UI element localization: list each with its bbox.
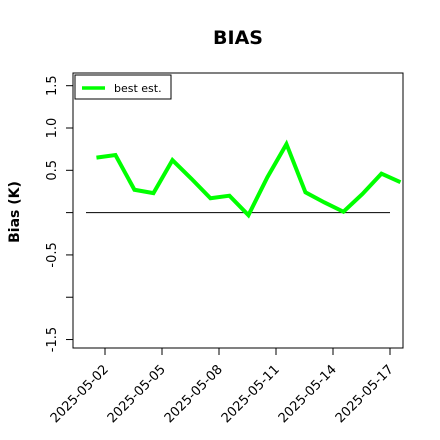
legend-label-best-est: best est. bbox=[114, 82, 162, 95]
y-tick-label: -1.5 bbox=[45, 327, 60, 352]
y-tick-label: 1.0 bbox=[45, 118, 60, 139]
y-tick-label: 0.5 bbox=[45, 160, 60, 181]
x-tick-label: 2025-05-17 bbox=[333, 362, 397, 426]
y-tick-label: -0.5 bbox=[45, 242, 60, 267]
chart-title: BIAS bbox=[213, 27, 263, 49]
x-tick-label: 2025-05-14 bbox=[276, 362, 340, 426]
y-tick-label: 1.5 bbox=[45, 75, 60, 96]
series-layer bbox=[96, 139, 402, 219]
x-axis: 2025-05-022025-05-052025-05-082025-05-11… bbox=[48, 348, 397, 426]
y-axis: -1.5 -0.5 0.5 1.0 1.5 bbox=[45, 75, 73, 352]
x-tick-label: 2025-05-11 bbox=[219, 362, 283, 426]
x-tick-label: 2025-05-08 bbox=[162, 362, 226, 426]
x-tick-label: 2025-05-02 bbox=[48, 362, 112, 426]
y-axis-label: Bias (K) bbox=[7, 181, 23, 243]
x-tick-label: 2025-05-05 bbox=[105, 362, 169, 426]
legend: best est. bbox=[74, 74, 172, 100]
plot-frame bbox=[72, 72, 404, 349]
series-line-best-est bbox=[96, 139, 402, 219]
